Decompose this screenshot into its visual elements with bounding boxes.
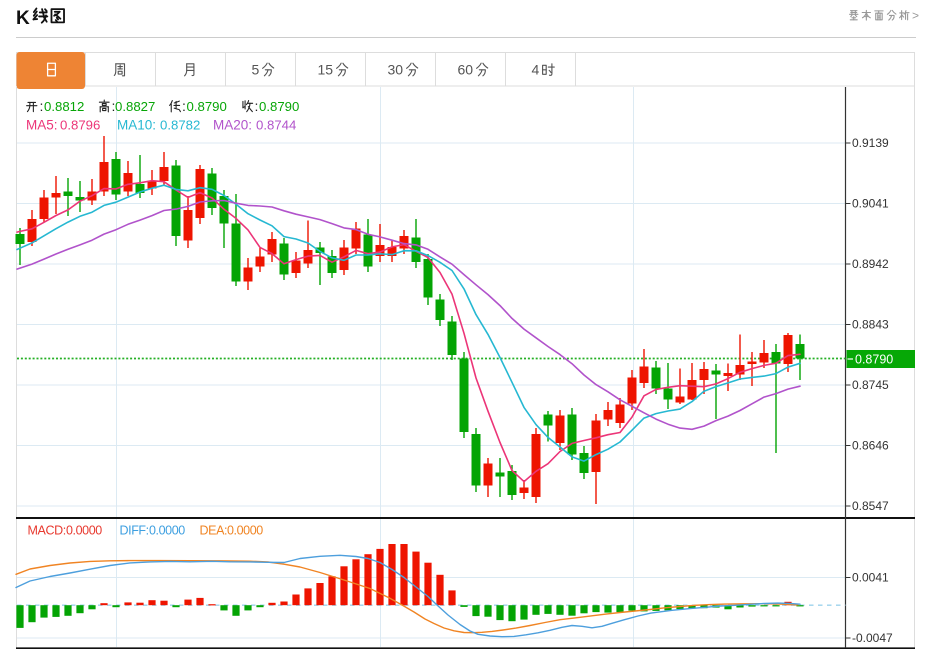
svg-text:MA20:: MA20: bbox=[213, 118, 252, 133]
svg-text:0.8790: 0.8790 bbox=[187, 99, 227, 114]
svg-text:K: K bbox=[16, 8, 30, 29]
svg-text::: : bbox=[112, 98, 116, 114]
svg-text::: : bbox=[255, 98, 259, 114]
svg-text:-0.0047: -0.0047 bbox=[852, 631, 893, 645]
svg-text:15: 15 bbox=[318, 62, 334, 78]
svg-text:0.8790: 0.8790 bbox=[259, 99, 299, 114]
svg-text:0.8782: 0.8782 bbox=[160, 118, 200, 133]
svg-text:0.8547: 0.8547 bbox=[852, 499, 889, 513]
svg-text:0.8812: 0.8812 bbox=[44, 99, 84, 114]
svg-text:0.9139: 0.9139 bbox=[852, 136, 889, 150]
svg-text:DIFF:: DIFF: bbox=[120, 524, 149, 538]
svg-text:0.9041: 0.9041 bbox=[852, 197, 889, 211]
svg-text:0.8843: 0.8843 bbox=[852, 318, 889, 332]
svg-text::: : bbox=[182, 98, 186, 114]
svg-text:30: 30 bbox=[388, 62, 404, 78]
svg-text:0.0041: 0.0041 bbox=[852, 571, 889, 585]
svg-text:60: 60 bbox=[458, 62, 474, 78]
svg-text:0.8745: 0.8745 bbox=[852, 378, 889, 392]
svg-text:5: 5 bbox=[252, 62, 260, 78]
svg-text:0.8942: 0.8942 bbox=[852, 257, 889, 271]
svg-text:0.8646: 0.8646 bbox=[852, 439, 889, 453]
svg-text:0.8827: 0.8827 bbox=[115, 99, 155, 114]
svg-text:0.0000: 0.0000 bbox=[66, 524, 102, 538]
svg-text:MACD:: MACD: bbox=[28, 524, 66, 538]
svg-text:0.8744: 0.8744 bbox=[256, 118, 296, 133]
svg-text:4: 4 bbox=[532, 62, 540, 78]
svg-text:0.8796: 0.8796 bbox=[60, 118, 100, 133]
svg-text:MA5:: MA5: bbox=[26, 118, 58, 133]
svg-text:MA10:: MA10: bbox=[117, 118, 156, 133]
svg-text:0.0000: 0.0000 bbox=[149, 524, 185, 538]
svg-text:0.8790: 0.8790 bbox=[855, 353, 893, 367]
svg-text:DEA:: DEA: bbox=[200, 524, 228, 538]
svg-text::: : bbox=[40, 98, 44, 114]
svg-text:>: > bbox=[912, 9, 919, 23]
svg-text:0.0000: 0.0000 bbox=[227, 524, 263, 538]
